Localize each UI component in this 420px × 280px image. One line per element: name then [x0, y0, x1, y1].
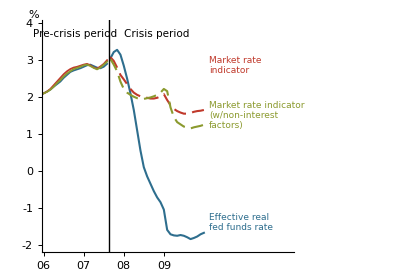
- Text: Market rate indicator
(w/non-interest
factors): Market rate indicator (w/non-interest fa…: [209, 101, 304, 130]
- Text: Effective real
fed funds rate: Effective real fed funds rate: [209, 213, 273, 232]
- Text: Pre-crisis period: Pre-crisis period: [33, 29, 118, 39]
- Text: %: %: [29, 10, 39, 20]
- Text: Market rate
indicator: Market rate indicator: [209, 56, 261, 75]
- Text: Crisis period: Crisis period: [124, 29, 190, 39]
